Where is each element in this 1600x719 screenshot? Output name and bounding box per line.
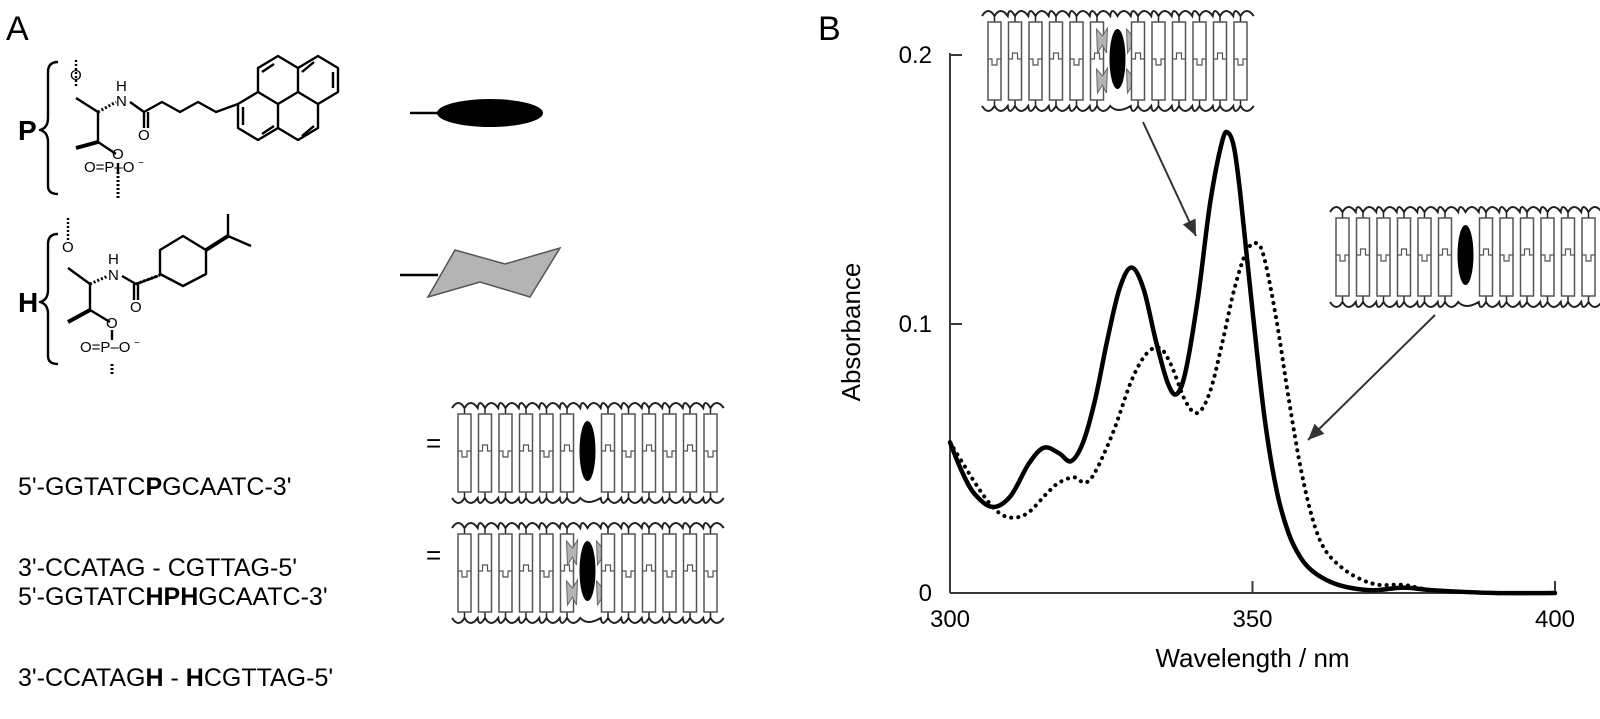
x-tick-label: 350 (1232, 606, 1272, 633)
base-pair-icon (703, 413, 718, 493)
svg-text:H: H (108, 251, 119, 268)
base-pair-icon (987, 21, 1002, 101)
svg-text:O: O (106, 315, 118, 332)
base-pair-icon (1233, 21, 1248, 101)
phosphate: O=P–O (80, 339, 130, 356)
base-pair-icon (477, 413, 493, 493)
base-pair-icon (518, 413, 534, 493)
base-pair-icon (559, 413, 575, 493)
base-pair-icon (1028, 21, 1043, 101)
atom-o: O (112, 146, 124, 163)
base-pair-icon (539, 413, 554, 493)
spectrum-chart: 0 0.1 0.2 300 350 400 Wavelength / nm Absorbanc… (451, 10, 1600, 673)
base-pair-icon (682, 413, 698, 493)
base-pair-icon (621, 533, 636, 613)
chemical-structures: O H N O O O=P–O − O H N O O O=P–O − P H (18, 54, 562, 374)
base-pair-icon (682, 533, 698, 613)
base-pair-icon (539, 533, 554, 613)
svg-text:−: − (138, 158, 144, 169)
base-pair-icon (518, 533, 534, 613)
base-pair-icon (703, 533, 718, 613)
pyrene-icon (579, 541, 596, 601)
base-pair-icon (1130, 21, 1146, 101)
base-pair-icon (1560, 217, 1576, 297)
base-pair-icon (457, 533, 472, 613)
base-pair-icon (600, 533, 616, 613)
base-pair-icon (1355, 217, 1371, 297)
hydrophobe-icon (565, 578, 579, 607)
base-pair-icon (1396, 217, 1412, 297)
atom-h: H (116, 78, 127, 95)
inset-duplex-hph (981, 10, 1255, 112)
hydrophobe-icon (1095, 66, 1109, 95)
svg-text:−: − (134, 338, 140, 349)
pyrene-icon (1457, 225, 1474, 285)
arrow-to-solid-curve (1142, 121, 1197, 237)
monomer-label-p: P (18, 115, 37, 146)
y-tick-label: 0.2 (899, 42, 932, 69)
base-pair-icon (621, 413, 636, 493)
bracket-p (38, 60, 59, 196)
base-pair-icon (1192, 21, 1207, 101)
inset-duplex-p-only (1329, 206, 1600, 308)
pyrene-icon (1109, 29, 1126, 89)
chart-axes: 0 0.1 0.2 300 350 400 (899, 42, 1575, 633)
base-pair-icon (498, 413, 513, 493)
base-pair-icon (1540, 217, 1555, 297)
base-pair-icon (498, 533, 513, 613)
y-tick-label: 0.1 (899, 311, 932, 338)
base-pair-icon (641, 533, 657, 613)
atom-o: O (70, 67, 82, 84)
base-pair-icon (1519, 217, 1535, 297)
base-pair-icon (662, 413, 677, 493)
base-pair-icon (1171, 21, 1187, 101)
duplex-diagram-hph (451, 522, 725, 624)
hydrophobe-icon (565, 538, 579, 567)
equals-sign: = (426, 428, 442, 458)
hydrophobe-icon (1095, 26, 1109, 55)
atom-o: O (138, 127, 150, 144)
base-pair-icon (641, 413, 657, 493)
duplex-diagram-p-only (451, 402, 725, 504)
equals-sign: = (426, 540, 442, 570)
svg-text:O: O (130, 299, 142, 316)
pyrene-symbol-icon (437, 99, 543, 127)
base-pair-icon (1437, 217, 1453, 297)
y-axis-label: Absorbance (836, 263, 866, 402)
x-tick-label: 300 (930, 606, 970, 633)
base-pair-icon (1212, 21, 1228, 101)
y-tick-label: 0 (919, 580, 932, 607)
monomer-label-h: H (18, 287, 38, 318)
base-pair-icon (600, 413, 616, 493)
base-pair-icon (1335, 217, 1350, 297)
svg-text:N: N (108, 267, 119, 284)
series-solid-line (947, 129, 1558, 596)
base-pair-icon (1376, 217, 1391, 297)
pyrene-icon (579, 421, 596, 481)
hydrophobe-symbol-icon (426, 246, 562, 299)
atom-n: N (116, 93, 127, 110)
panel-label-a: A (6, 10, 29, 48)
base-pair-icon (1581, 217, 1596, 297)
base-pair-icon (1151, 21, 1166, 101)
phosphate: O=P–O (84, 159, 134, 176)
duplex-1-sequence: 5'-GGTATCPGCAATC-3' 3'-CCATAG - CGTTAG-5… (18, 473, 297, 582)
bracket-h (38, 232, 59, 366)
atom-o: O (62, 239, 74, 256)
base-pair-icon (1417, 217, 1432, 297)
base-pair-icon (662, 533, 677, 613)
base-pair-icon (1007, 21, 1023, 101)
arrow-to-dotted-curve (1307, 314, 1436, 441)
base-pair-icon (1069, 21, 1084, 101)
base-pair-icon (477, 533, 493, 613)
series-dotted-line (948, 240, 1557, 596)
x-tick-label: 400 (1535, 606, 1575, 633)
x-axis-label: Wavelength / nm (1155, 643, 1349, 673)
base-pair-icon (1478, 217, 1494, 297)
base-pair-icon (1048, 21, 1064, 101)
base-pair-icon (1499, 217, 1514, 297)
panel-label-b: B (818, 10, 841, 48)
base-pair-icon (457, 413, 472, 493)
